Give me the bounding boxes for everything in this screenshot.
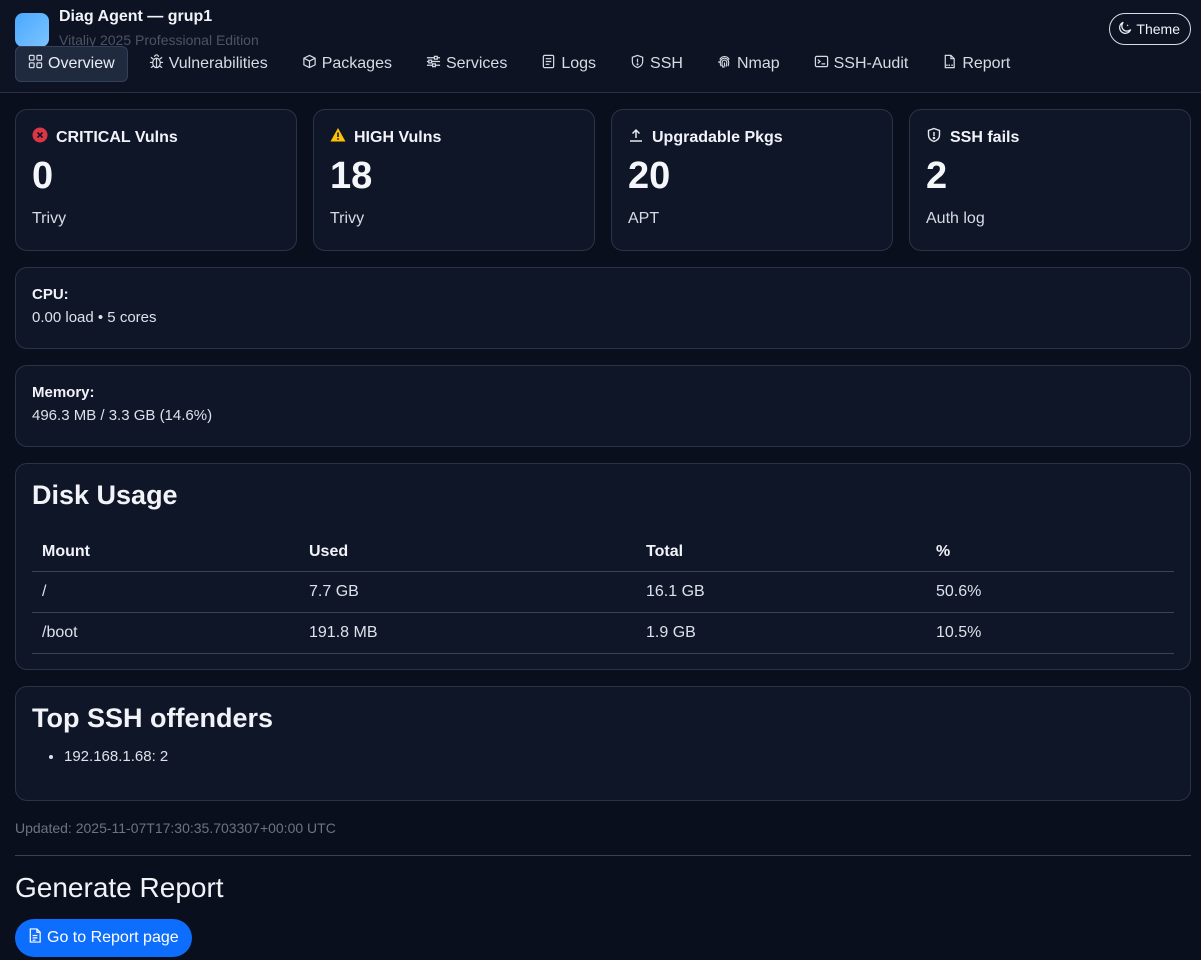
table-row: / 7.7 GB 16.1 GB 50.6%	[32, 571, 1174, 613]
table-cell: /boot	[32, 612, 299, 654]
column-header: Mount	[32, 533, 299, 572]
table-cell: /	[32, 571, 299, 613]
shield-exclamation-icon	[926, 127, 942, 148]
go-to-report-button[interactable]: Go to Report page	[15, 919, 192, 957]
updated-timestamp: Updated: 2025-11-07T17:30:35.703307+00:0…	[15, 820, 336, 836]
tab-label: Nmap	[736, 55, 780, 72]
tab-label: Logs	[561, 55, 597, 72]
column-header: %	[926, 533, 1174, 572]
top-header: Diag Agent — grup1 Vitaliy 2025 Professi…	[0, 0, 1201, 93]
ssh-offenders-card: Top SSH offenders 192.168.1.68: 2	[15, 686, 1191, 801]
stat-value: 18	[330, 155, 373, 197]
disk-usage-card: Disk Usage Mount Used Total % / 7.7 GB 1…	[15, 463, 1191, 670]
fingerprint-icon	[717, 54, 732, 74]
offenders-list: 192.168.1.68: 2	[32, 748, 1174, 765]
stat-value: 0	[32, 155, 54, 197]
app-title: Diag Agent — grup1	[59, 8, 213, 25]
tab-report[interactable]: Report	[929, 46, 1023, 82]
tab-ssh[interactable]: SSH	[617, 46, 696, 82]
tab-services[interactable]: Services	[413, 46, 520, 82]
app-subtitle: Vitaliy 2025 Professional Edition	[59, 32, 259, 48]
stat-label: SSH fails	[950, 128, 1020, 146]
terminal-icon	[814, 54, 829, 74]
tab-packages[interactable]: Packages	[289, 46, 405, 82]
stat-source: Trivy	[32, 209, 67, 227]
stat-card-upgradable: Upgradable Pkgs 20 APT	[611, 109, 893, 251]
table-cell: 1.9 GB	[636, 612, 926, 654]
tab-ssh-audit[interactable]: SSH-Audit	[801, 46, 922, 82]
tab-label: SSH-Audit	[833, 55, 909, 72]
ssh-offenders-title: Top SSH offenders	[32, 703, 274, 733]
tab-label: Packages	[321, 55, 392, 72]
table-cell: 10.5%	[926, 612, 1174, 654]
tab-overview[interactable]: Overview	[15, 46, 128, 82]
stat-card-ssh-fails: SSH fails 2 Auth log	[909, 109, 1191, 251]
stat-value: 2	[926, 155, 948, 197]
stat-value: 20	[628, 155, 671, 197]
stat-source: APT	[628, 209, 660, 227]
tab-label: Overview	[48, 55, 115, 72]
table-cell: 7.7 GB	[299, 571, 636, 613]
list-item: 192.168.1.68: 2	[64, 748, 1174, 765]
file-text-icon	[28, 928, 42, 948]
bug-icon	[149, 54, 164, 74]
app-logo	[15, 13, 49, 47]
cpu-label: CPU:	[32, 286, 69, 303]
theme-label: Theme	[1136, 21, 1180, 37]
main-content: CRITICAL Vulns 0 Trivy HIGH Vulns 18 Tri…	[15, 109, 1191, 957]
tab-label: Vulnerabilities	[168, 55, 268, 72]
memory-label: Memory:	[32, 384, 95, 401]
stat-source: Trivy	[330, 209, 365, 227]
disk-table: Mount Used Total % / 7.7 GB 16.1 GB 50.6…	[32, 533, 1174, 654]
warning-triangle-icon	[330, 127, 346, 148]
divider	[15, 855, 1191, 856]
tab-label: Report	[962, 55, 1011, 72]
memory-card: Memory: 496.3 MB / 3.3 GB (14.6%)	[15, 365, 1191, 447]
stat-card-high: HIGH Vulns 18 Trivy	[313, 109, 595, 251]
tab-vulnerabilities[interactable]: Vulnerabilities	[136, 46, 281, 82]
main-nav: Overview Vulnerabilities Packages Servic…	[15, 46, 1031, 82]
cpu-card: CPU: 0.00 load • 5 cores	[15, 267, 1191, 349]
file-lines-icon	[541, 54, 556, 74]
upload-icon	[628, 127, 644, 148]
stat-source: Auth log	[926, 209, 985, 227]
tab-nmap[interactable]: Nmap	[704, 46, 793, 82]
stats-row: CRITICAL Vulns 0 Trivy HIGH Vulns 18 Tri…	[15, 109, 1191, 251]
grid-icon	[28, 54, 43, 74]
generate-report-title: Generate Report	[15, 872, 224, 903]
box-icon	[302, 54, 317, 74]
tab-label: Services	[445, 55, 508, 72]
shield-icon	[630, 54, 645, 74]
button-label: Go to Report page	[47, 929, 179, 946]
moon-stars-icon	[1118, 21, 1132, 38]
disk-usage-title: Disk Usage	[32, 480, 178, 510]
stat-label: HIGH Vulns	[354, 128, 442, 146]
stat-card-critical: CRITICAL Vulns 0 Trivy	[15, 109, 297, 251]
memory-value: 496.3 MB / 3.3 GB (14.6%)	[32, 407, 213, 424]
table-header-row: Mount Used Total %	[32, 533, 1174, 572]
cpu-value: 0.00 load • 5 cores	[32, 309, 157, 326]
stat-label: Upgradable Pkgs	[652, 128, 783, 146]
table-cell: 16.1 GB	[636, 571, 926, 613]
sliders-icon	[426, 54, 441, 74]
table-cell: 191.8 MB	[299, 612, 636, 654]
table-cell: 50.6%	[926, 571, 1174, 613]
pdf-file-icon	[942, 54, 957, 74]
theme-toggle-button[interactable]: Theme	[1109, 13, 1191, 45]
tab-label: SSH	[650, 55, 683, 72]
table-row: /boot 191.8 MB 1.9 GB 10.5%	[32, 612, 1174, 654]
x-circle-icon	[32, 127, 48, 148]
column-header: Used	[299, 533, 636, 572]
tab-logs[interactable]: Logs	[528, 46, 609, 82]
column-header: Total	[636, 533, 926, 572]
stat-label: CRITICAL Vulns	[56, 128, 178, 146]
